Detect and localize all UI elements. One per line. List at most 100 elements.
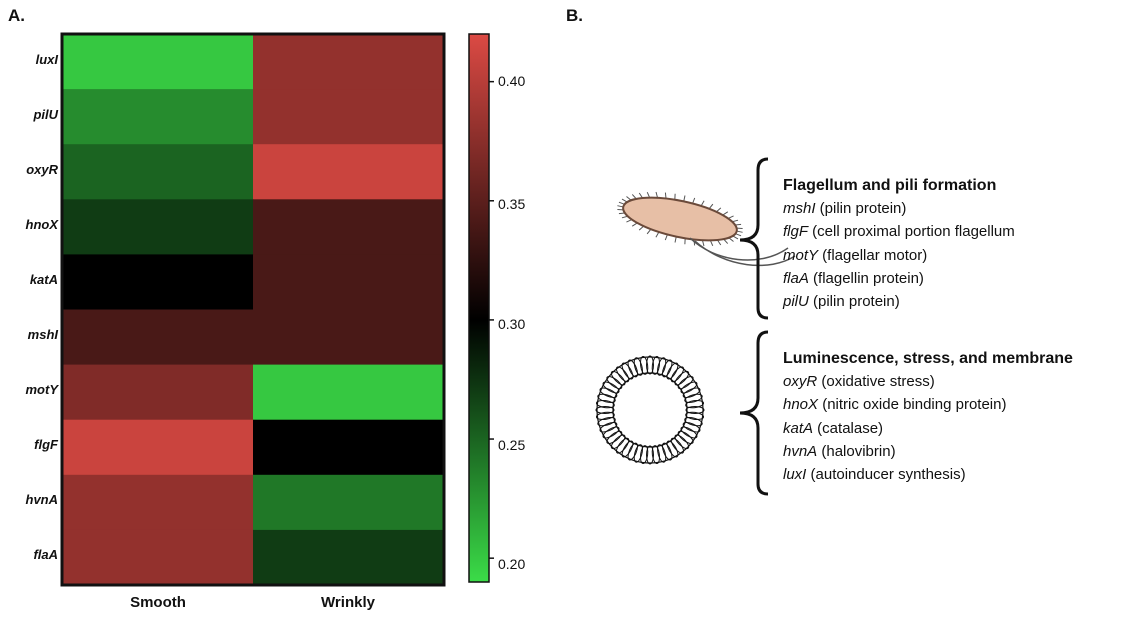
lipid-loop [684,417,703,427]
legend-item: pilU (pilin protein) [783,290,1015,313]
lipid-loop [651,445,661,465]
gene-name: luxI [783,466,807,484]
gene-name: hvnA [783,442,818,460]
legend-heading: Luminescence, stress, and membrane [783,350,1073,367]
brace-luminescence [739,330,769,496]
lipid-loop [674,370,690,386]
lipid-loop [639,445,649,465]
lipid-loop [639,355,649,375]
gene-name: flaA [783,269,809,287]
gene-name: flgF [783,223,809,241]
brace-flagellum [739,157,769,320]
gene-description: (catalase) [813,419,884,437]
row-label: oxyR [26,162,58,177]
gene-description: (pilin protein) [815,200,907,218]
legend-item: motY (flagellar motor) [783,244,1015,267]
gene-description: (nitric oxide binding protein) [818,396,1007,414]
colorbar-ticks [489,80,494,559]
heatmap-frame [60,32,446,587]
lipid-loop [615,366,630,383]
colorbar-tick-label: 0.30 [498,316,526,332]
gene-name: hnoX [783,396,819,414]
lipid-loop [627,442,639,461]
row-label: flaA [33,547,58,562]
lipid-loop [597,393,616,403]
heatmap-cell [62,364,254,421]
lipid-loop [685,411,705,421]
gene-name: katA [783,419,814,437]
legend-item: luxI (autoinducer synthesis) [783,463,1073,486]
row-label: katA [29,272,58,287]
lipid-loop [610,434,626,450]
heatmap-cell [253,254,445,310]
row-label: flgF [34,437,58,452]
lipid-loop [633,357,643,376]
row-label: luxI [35,52,58,67]
heatmap-cell [62,254,254,310]
lipid-loop [682,387,701,399]
lipid-loop [615,437,630,454]
gene-description: (pilin protein) [808,293,900,311]
heatmap-cell [62,199,254,255]
lipid-loop [599,421,618,433]
lipid-loop [621,440,634,458]
legend-item: hnoX (nitric oxide binding protein) [783,393,1073,416]
lipid-loop [682,421,701,433]
heatmap-cell [62,144,254,200]
lipid-loop [599,387,618,399]
heatmap-cell [253,34,445,90]
lipid-loop [646,355,654,375]
colorbar [468,33,490,583]
lipid-loop [646,445,654,465]
legend-item: katA (catalase) [783,417,1073,440]
heatmap-cell [253,419,445,476]
heatmap-cell [62,419,254,476]
legend-item: flaA (flagellin protein) [783,267,1015,290]
lipid-loop [680,426,698,439]
gene-description: (autoinducer synthesis) [806,466,966,484]
legend-item: hvnA (halovibrin) [783,440,1073,463]
lipid-loop [610,370,626,386]
lipid-loop [684,393,703,403]
lipid-loop [657,357,667,376]
gene-description: (cell proximal portion flagellum [808,223,1015,241]
column-label-wrinkly: Wrinkly [321,594,375,611]
lipid-loop [597,417,616,427]
legend-group-flagellum: Flagellum and pili formation mshI (pilin… [783,174,1015,313]
lipid-loop [595,411,615,421]
heatmap-cell [253,309,445,366]
colorbar-tick-label: 0.25 [498,437,526,453]
legend-item: oxyR (oxidative stress) [783,370,1073,393]
gene-name: pilU [783,293,809,311]
heatmap-cell [253,474,445,531]
row-label: pilU [33,107,58,122]
heatmap-cell [62,34,254,90]
lipid-loop [666,440,679,458]
gene-name: motY [783,246,819,264]
heatmap-cell [253,199,445,255]
membrane-vesicle-icon [595,355,705,465]
lipid-loop [674,434,690,450]
lipid-loop [602,426,620,439]
lipid-loop [602,381,620,394]
heatmap-cell [253,144,445,200]
lipid-loop [621,362,634,380]
row-label: hvnA [25,492,59,507]
panel-label-b: B. [566,6,583,25]
lipid-loop [680,381,698,394]
heatmap-cell [253,89,445,145]
lipid-loop [595,399,615,409]
lipid-loop [666,362,679,380]
gene-description: (oxidative stress) [817,373,935,391]
row-label: motY [25,382,59,397]
lipid-loop [685,406,705,414]
bacterium-icon [617,191,796,267]
gene-description: (flagellin protein) [808,269,924,287]
lipid-loop [595,406,615,414]
heatmap-cell [62,89,254,145]
gene-name: oxyR [783,373,818,391]
lipid-loop [661,442,673,461]
gene-description: (flagellar motor) [818,246,928,264]
lipid-loop [661,359,673,378]
